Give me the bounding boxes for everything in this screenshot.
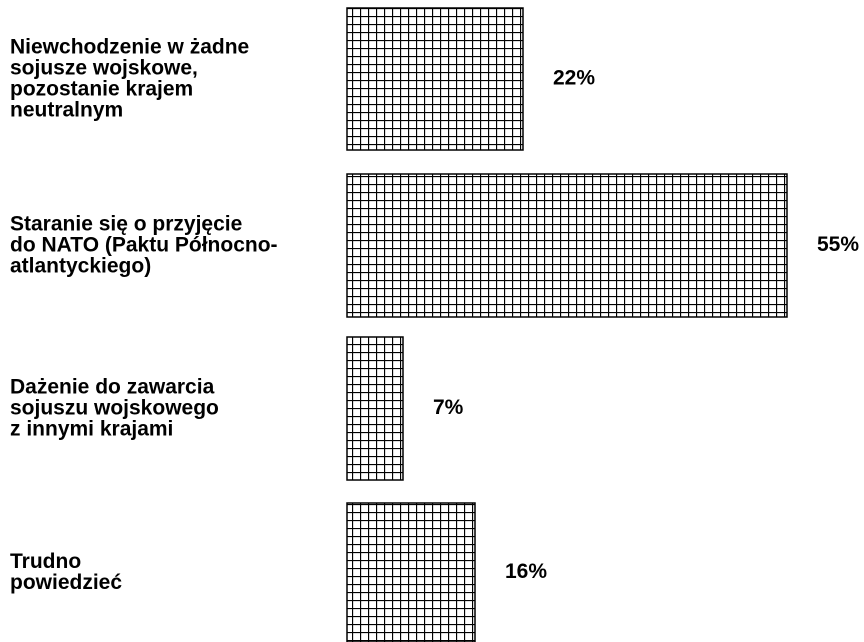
category-label: Dażenie do zawarcia sojuszu wojskowego z i… <box>10 375 219 440</box>
bar <box>346 336 404 481</box>
bar <box>346 502 476 642</box>
category-label: Trudno powiedzieć <box>10 550 122 594</box>
value-label: 55% <box>817 233 859 256</box>
value-label: 7% <box>433 396 464 419</box>
category-label: Niewchodzenie w żadne sojusze wojskowe, po… <box>10 35 249 121</box>
value-label: 16% <box>505 560 547 583</box>
bar <box>346 7 524 151</box>
value-label: 22% <box>553 67 595 90</box>
category-label: Staranie się o przyjęcie do NATO (Paktu P… <box>10 212 278 277</box>
bar <box>346 173 788 318</box>
